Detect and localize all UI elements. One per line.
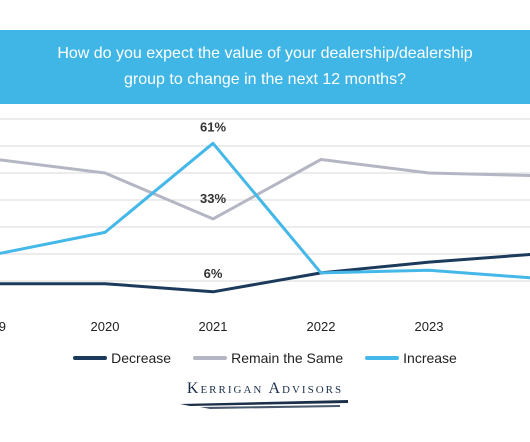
legend-swatch-decrease [73,356,108,360]
gridlines [0,118,530,282]
legend-swatch-remain-the-same [193,356,228,360]
chart-title-line-1: How do you expect the value of your deal… [57,45,473,62]
title-banner: How do you expect the value of your deal… [0,30,530,104]
legend-swatch-increase [365,356,400,360]
legend-item-increase: Increase [365,350,457,366]
x-tick-label: 2022 [307,319,336,334]
legend: Decrease Remain the Same Increase [0,348,530,368]
chart-title: How do you expect the value of your deal… [5,41,525,93]
x-tick-label: 2021 [199,319,228,334]
x-tick-label: 9 [0,319,6,334]
brand-name: Kerrigan Advisors [186,380,344,397]
data-label-increase: 61% [200,119,226,134]
brand-swoosh-icon [180,400,348,409]
series-line-remain-the-same [0,158,530,221]
brand-logo: Kerrigan Advisors [0,380,530,398]
data-labels: 61% 33% 6% [200,119,226,280]
x-axis-ticks: 9 2020 2021 2022 2023 [0,319,443,334]
legend-item-remain-the-same: Remain the Same [193,350,343,366]
x-tick-label: 2020 [91,319,120,334]
data-label-decrease: 6% [204,266,223,281]
series-line-increase [0,141,530,280]
legend-label-increase: Increase [403,350,457,366]
series-line-decrease [0,253,530,294]
series-lines [0,141,530,294]
chart-title-line-2: group to change in the next 12 months? [124,71,406,88]
legend-label-remain-the-same: Remain the Same [231,350,344,366]
line-chart: 61% 33% 6% 9 2020 2021 2022 2023 [0,118,530,334]
legend-item-decrease: Decrease [73,350,171,366]
x-tick-label: 2023 [415,319,444,334]
legend-label-decrease: Decrease [111,350,172,366]
data-label-remain-the-same: 33% [200,191,226,206]
